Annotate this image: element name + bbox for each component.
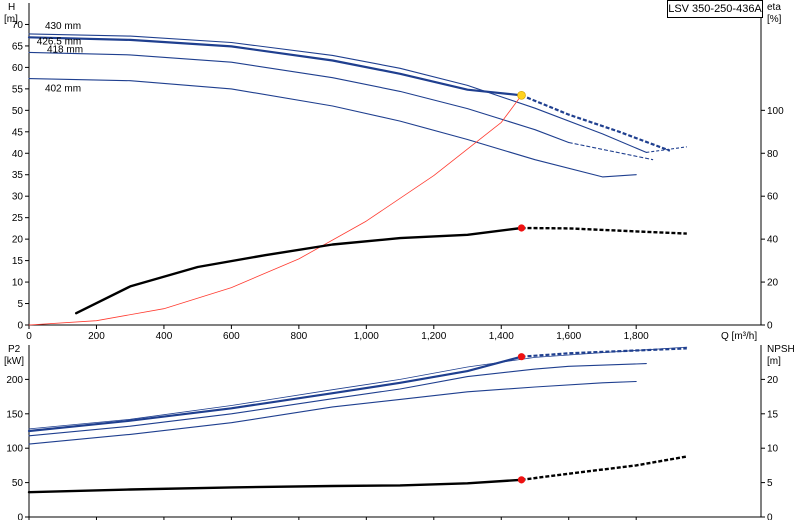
x-tick-label: 1,400: [489, 331, 514, 342]
curve-dashed-npsh: [521, 455, 688, 481]
curve-dashed-p2-426.5-mm: [521, 347, 687, 358]
curve-418-mm: [28, 51, 570, 144]
y-left-tick-label: 150: [6, 409, 23, 420]
curve-430-mm: [28, 33, 647, 153]
x-tick-label: 200: [88, 331, 105, 342]
y-right-tick-label: 100: [767, 106, 784, 117]
y-left-tick-label: 65: [12, 41, 24, 52]
curve-diameter-label: 430 mm: [45, 21, 81, 32]
y-left-tick-label: 40: [12, 149, 24, 160]
y-axis-left-title: P2: [8, 344, 21, 355]
curve-eta: [75, 226, 523, 315]
y-axis-right-unit: [m]: [767, 356, 781, 367]
y-left-tick-label: 60: [12, 63, 24, 74]
y-left-tick-label: 100: [6, 444, 23, 455]
model-title-box: LSV 350-250-436A: [667, 0, 763, 18]
curve-dashed-eta: [521, 226, 687, 235]
y-left-tick-label: 35: [12, 170, 24, 181]
y-left-tick-label: 15: [12, 256, 24, 267]
curve-extension: [646, 146, 687, 153]
y-axis-left-title: H: [8, 2, 15, 13]
curve-402-mm: [28, 78, 637, 178]
y-left-tick-label: 30: [12, 192, 24, 203]
x-tick-label: 400: [156, 331, 173, 342]
x-axis-title: Q [m³/h]: [721, 331, 757, 342]
y-axis-left-unit: [kW]: [4, 356, 24, 367]
y-axis-left-unit: [m]: [4, 14, 18, 25]
y-left-tick-label: 50: [12, 106, 24, 117]
y-right-tick-label: 20: [767, 278, 779, 289]
y-left-tick-label: 45: [12, 127, 24, 138]
x-tick-label: 600: [223, 331, 240, 342]
curve-system: [28, 94, 522, 326]
y-left-tick-label: 0: [17, 513, 23, 521]
y-left-tick-label: 25: [12, 213, 24, 224]
y-left-tick-label: 0: [17, 321, 23, 332]
y-right-tick-label: 60: [767, 192, 779, 203]
duty-point-p2: [517, 353, 526, 361]
curve-p2-426.5-mm: [27, 355, 523, 433]
y-right-tick-label: 0: [767, 321, 773, 332]
y-right-tick-label: 10: [767, 444, 779, 455]
x-tick-label: 1,600: [556, 331, 581, 342]
y-right-tick-label: 5: [767, 478, 773, 489]
curve-diameter-label: 426.5 mm: [37, 36, 81, 47]
y-right-tick-label: 80: [767, 149, 779, 160]
x-tick-label: 800: [291, 331, 308, 342]
curve-426.5-mm: [27, 36, 523, 97]
y-left-tick-label: 200: [6, 375, 23, 386]
curve-dashed-418-mm: [568, 141, 654, 161]
curve-p2-418-mm: [28, 363, 647, 437]
curve-diameter-label: 402 mm: [45, 84, 81, 95]
duty-point-eta: [517, 224, 526, 232]
duty-point-npsh: [517, 476, 526, 484]
y-left-tick-label: 50: [12, 478, 24, 489]
curve-diameter-label: 418 mm: [47, 44, 83, 55]
y-right-tick-label: 40: [767, 235, 779, 246]
y-axis-right-title: eta: [767, 2, 781, 13]
curve-p2-402-mm: [28, 380, 637, 445]
duty-point-head: [517, 91, 526, 100]
curve-p2-430-mm: [28, 346, 688, 430]
y-left-tick-label: 20: [12, 235, 24, 246]
y-right-tick-label: 20: [767, 375, 779, 386]
x-tick-label: 1,800: [624, 331, 649, 342]
x-tick-label: 0: [26, 331, 32, 342]
curve-npsh: [27, 478, 523, 494]
x-tick-label: 1,200: [421, 331, 446, 342]
curve-dashed-426.5-mm: [521, 94, 671, 152]
y-axis-right-title: NPSH: [767, 344, 795, 355]
y-left-tick-label: 55: [12, 84, 24, 95]
x-tick-label: 1,000: [354, 331, 379, 342]
y-right-tick-label: 0: [767, 513, 773, 521]
y-left-tick-label: 70: [12, 20, 24, 31]
y-left-tick-label: 10: [12, 278, 24, 289]
y-right-tick-label: 15: [767, 409, 779, 420]
y-left-tick-label: 5: [17, 299, 23, 310]
y-axis-right-unit: [%]: [767, 14, 782, 25]
